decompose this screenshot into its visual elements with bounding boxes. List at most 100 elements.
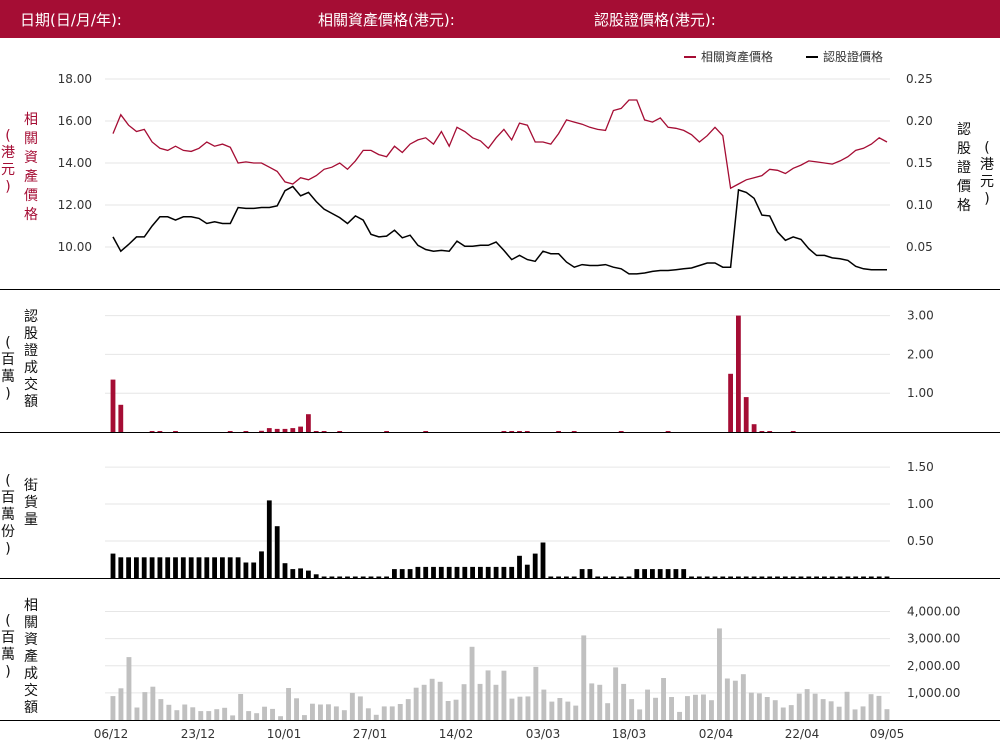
x-tick-label: 23/12 [181, 727, 216, 741]
warrant-turnover-axis-title-char: 證 [24, 342, 38, 359]
legend-underlying-label[interactable]: 相關資產價格 [701, 49, 773, 64]
underlying-turnover-bar [126, 657, 132, 720]
warrant-turnover-bar [266, 428, 272, 432]
outstanding-bar [524, 564, 530, 578]
outstanding-bar [681, 569, 687, 578]
warrant-turnover-bar [290, 428, 296, 432]
x-tick-label: 18/03 [612, 727, 647, 741]
right-axis-title-char: 價 [957, 178, 971, 195]
underlying-turnover-bar [581, 635, 587, 720]
underlying-turnover-bar [278, 716, 283, 720]
underlying-turnover-bar [214, 709, 220, 720]
outstanding-bar [423, 566, 429, 578]
underlying-turnover-bar [501, 670, 507, 720]
outstanding-axis-unit-char: 份 [1, 524, 15, 540]
underlying-turnover-bar [884, 709, 890, 720]
outstanding-bar [438, 566, 444, 578]
outstanding-bar [642, 569, 647, 578]
left-axis-title-char: 資 [24, 150, 38, 166]
warrant-turnover-axis-title-char: 額 [24, 394, 38, 410]
outstanding-axis-unit-char: ) [5, 541, 10, 557]
x-tick-label: 10/01 [267, 727, 302, 741]
left-axis-title-char: 格 [24, 207, 38, 223]
legend-warrant-label[interactable]: 認股證價格 [823, 49, 883, 64]
warrant-turnover-bar [728, 373, 733, 432]
underlying-turnover-bar [341, 710, 347, 720]
underlying-turnover-bar [764, 697, 770, 720]
outstanding-bar [720, 576, 726, 578]
left-axis-unit-char: ) [5, 179, 10, 195]
outstanding-bar [743, 576, 749, 578]
underlying-turnover-bar [294, 698, 299, 720]
outstanding-bar [462, 566, 468, 578]
warrant-turnover-bar [227, 431, 233, 432]
underlying-turnover-axis-unit-char: ( [5, 613, 10, 629]
underlying-turnover-bar [517, 696, 523, 720]
left-axis-title-char: 相 [24, 112, 38, 128]
outstanding-bar [478, 566, 483, 578]
underlying-turnover-bar [246, 711, 252, 720]
date-readout-label: 日期(日/月/年): [20, 11, 122, 29]
underlying-turnover-bar [333, 706, 339, 720]
outstanding-bar [782, 576, 788, 578]
left-axis-unit-char: 元 [1, 162, 15, 178]
underlying-turnover-tick-label: 1,000.00 [907, 686, 960, 700]
outstanding-bar [837, 576, 843, 578]
underlying-turnover-bar [222, 707, 228, 720]
outstanding-bar [509, 566, 515, 578]
underlying-turnover-bar [533, 666, 539, 720]
underlying-turnover-bar [693, 694, 698, 720]
warrant-turnover-bar [759, 431, 765, 432]
warrant-turnover-bar [282, 428, 288, 432]
x-tick-label: 03/03 [526, 727, 561, 741]
outstanding-bar [861, 576, 866, 578]
warrant-turnover-bar [384, 431, 389, 432]
outstanding-tick-label: 0.50 [907, 534, 934, 548]
underlying-turnover-axis-title-char: 相 [24, 598, 38, 614]
outstanding-bar [884, 576, 890, 578]
underlying-turnover-bar [677, 711, 682, 720]
underlying-turnover-tick-label: 4,000.00 [907, 605, 960, 619]
outstanding-bar [767, 576, 773, 578]
outstanding-bar [626, 576, 632, 578]
outstanding-bar [149, 557, 155, 578]
warrant-turnover-bar [110, 379, 116, 432]
outstanding-bar [313, 574, 319, 578]
underlying-turnover-bar [852, 709, 858, 720]
warrant-turnover-bar [118, 404, 124, 432]
underlying-turnover-bar [302, 715, 307, 720]
warrant-turnover-bar [337, 431, 343, 432]
outstanding-bar [548, 576, 554, 578]
warrant-turnover-axis-title-char: 成 [24, 360, 38, 376]
warrant-turnover-bar [751, 424, 757, 432]
underlying-turnover-bar [557, 698, 563, 720]
warrant-turnover-axis-unit-char: ( [5, 335, 10, 351]
underlying-turnover-bar [661, 678, 666, 720]
outstanding-bar [579, 569, 585, 578]
underlying-turnover-bar [397, 704, 403, 720]
left-tick-label: 14.00 [58, 156, 92, 170]
left-axis-title-char: 產 [24, 168, 38, 185]
right-tick-label: 0.20 [906, 114, 933, 128]
underlying-turnover-tick-label: 3,000.00 [907, 632, 960, 646]
underlying-turnover-axis-unit-char: 百 [1, 630, 15, 646]
outstanding-bar [306, 570, 311, 578]
outstanding-axis-title-char: 貨 [24, 494, 38, 511]
outstanding-bar [814, 576, 819, 578]
right-axis-unit-char: 港 [980, 157, 994, 173]
outstanding-bar [141, 557, 147, 578]
left-tick-label: 18.00 [58, 72, 92, 86]
outstanding-bar [728, 576, 733, 578]
warrant-turnover-bar [259, 430, 264, 432]
underlying-turnover-bar [709, 700, 714, 720]
header-bar: 日期(日/月/年): 相關資產價格(港元): 認股證價格(港元): [0, 0, 1000, 38]
underlying-turnover-bar [812, 693, 818, 720]
outstanding-bar [775, 576, 780, 578]
outstanding-bar [564, 576, 569, 578]
underlying-turnover-bar [158, 699, 164, 720]
underlying-turnover-bar [469, 646, 475, 720]
outstanding-bar [243, 562, 249, 578]
outstanding-bar [759, 576, 765, 578]
underlying-turnover-bar [206, 711, 212, 720]
